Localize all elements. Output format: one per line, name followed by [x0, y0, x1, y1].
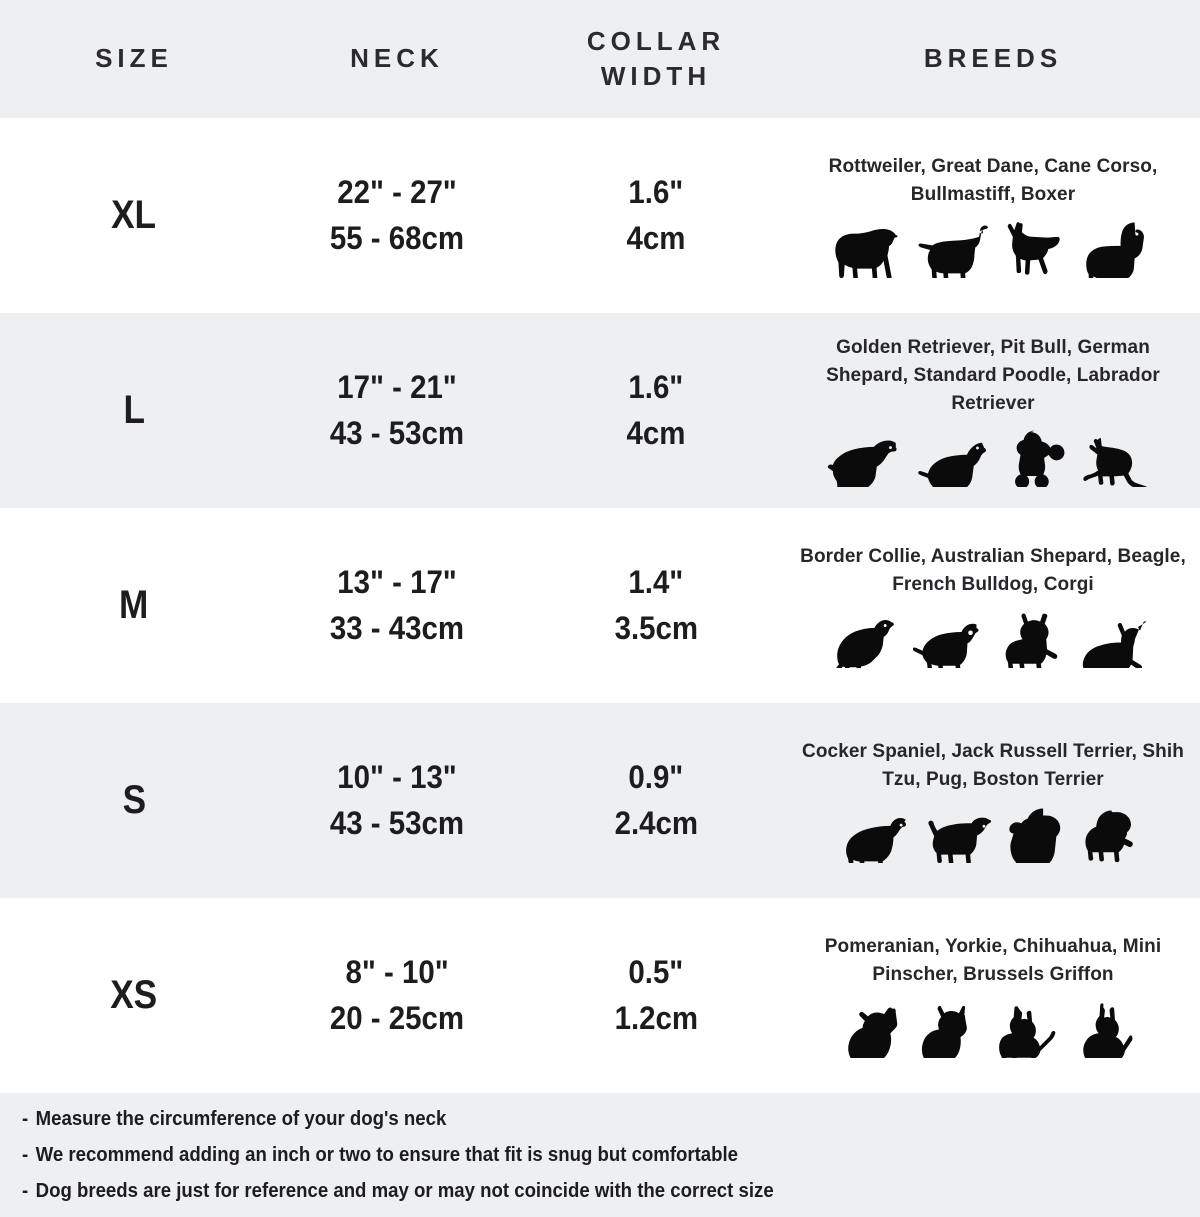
cell-breeds: Rottweiler, Great Dane, Cane Corso, Bull… [786, 118, 1200, 313]
breeds-list: Golden Retriever, Pit Bull, German Shepa… [826, 337, 1160, 414]
german-shepherd-icon [1082, 437, 1147, 487]
yorkie-icon [921, 1005, 967, 1058]
neck-inches: 17" - 21" [337, 369, 457, 406]
breed-silhouette-strip [845, 996, 1142, 1058]
cell-collar-width: 0.9" 2.4cm [526, 703, 786, 898]
neck-cm: 33 - 43cm [329, 609, 465, 646]
column-header-neck: NECK [350, 43, 444, 74]
note-item: - We recommend adding an inch or two to e… [22, 1145, 1118, 1165]
shih-tzu-icon [1008, 808, 1060, 863]
great-dane-icon [917, 225, 988, 278]
neck-cm: 43 - 53cm [329, 414, 465, 451]
neck-cm: 20 - 25cm [329, 999, 465, 1036]
breed-silhouette-strip [827, 425, 1160, 487]
note-text: Dog breeds are just for reference and ma… [35, 1180, 774, 1202]
chihuahua-icon [998, 1006, 1055, 1058]
rottweiler-icon [834, 228, 898, 278]
cell-neck: 22" - 27" 55 - 68cm [268, 118, 526, 313]
size-label: L [123, 388, 145, 432]
table-row: XL 22" - 27" 55 - 68cm 1.6" 4cm Rottweil… [0, 118, 1200, 313]
neck-inches: 22" - 27" [337, 174, 457, 211]
pug-icon [1084, 810, 1133, 863]
breeds-list: Border Collie, Australian Shepard, Beagl… [800, 546, 1186, 595]
cell-size: M [0, 508, 268, 703]
size-label: S [122, 778, 146, 822]
collar-inches: 1.4" [628, 564, 684, 601]
note-text: We recommend adding an inch or two to en… [35, 1144, 739, 1166]
breeds-list: Pomeranian, Yorkie, Chihuahua, Mini Pins… [824, 936, 1162, 985]
size-label: M [119, 583, 149, 627]
breeds-list: Cocker Spaniel, Jack Russell Terrier, Sh… [802, 741, 1184, 790]
cell-collar-width: 1.4" 3.5cm [526, 508, 786, 703]
cell-size: L [0, 313, 268, 508]
neck-cm: 43 - 53cm [329, 804, 465, 841]
border-collie-icon [835, 619, 894, 668]
golden-retriever-icon [827, 440, 897, 487]
labrador-icon [917, 442, 986, 487]
note-item: - Measure the circumference of your dog's… [22, 1109, 1118, 1129]
cell-collar-width: 0.5" 1.2cm [526, 898, 786, 1093]
pomeranian-icon [847, 1007, 897, 1058]
french-bulldog-icon [1005, 613, 1057, 668]
cane-corso-icon [1007, 222, 1060, 275]
collar-inches: 1.6" [628, 174, 684, 211]
bullmastiff-icon [1085, 222, 1144, 278]
jack-russell-icon [927, 817, 991, 863]
neck-inches: 13" - 17" [337, 564, 457, 601]
table-row: S 10" - 13" 43 - 53cm 0.9" 2.4cm Cocker … [0, 703, 1200, 898]
collar-cm: 4cm [626, 414, 686, 451]
cell-size: XL [0, 118, 268, 313]
cell-collar-width: 1.6" 4cm [526, 118, 786, 313]
breeds-list: Rottweiler, Great Dane, Cane Corso, Bull… [828, 156, 1158, 205]
cell-size: XS [0, 898, 268, 1093]
size-label: XS [110, 973, 158, 1017]
breed-silhouette-strip [830, 606, 1157, 668]
cell-breeds: Golden Retriever, Pit Bull, German Shepa… [786, 313, 1200, 508]
column-header-breeds: BREEDS [923, 43, 1063, 74]
mini-pinscher-icon [1082, 1003, 1132, 1058]
cocker-spaniel-icon [845, 817, 906, 863]
collar-inches: 0.5" [628, 954, 684, 991]
collar-cm: 2.4cm [614, 804, 698, 841]
cell-neck: 17" - 21" 43 - 53cm [268, 313, 526, 508]
breed-silhouette-strip [829, 216, 1158, 278]
collar-cm: 1.2cm [614, 999, 698, 1036]
cell-collar-width: 1.6" 4cm [526, 313, 786, 508]
cell-breeds: Cocker Spaniel, Jack Russell Terrier, Sh… [786, 703, 1200, 898]
cell-neck: 10" - 13" 43 - 53cm [268, 703, 526, 898]
table-row: L 17" - 21" 43 - 53cm 1.6" 4cm Golden Re… [0, 313, 1200, 508]
note-dash: - [22, 1144, 29, 1166]
note-item: - Dog breeds are just for reference and m… [22, 1181, 1118, 1201]
collar-cm: 4cm [626, 219, 686, 256]
collar-inches: 1.6" [628, 369, 684, 406]
cell-neck: 8" - 10" 20 - 25cm [268, 898, 526, 1093]
corgi-icon [1082, 621, 1146, 668]
column-header-size: SIZE [95, 43, 173, 74]
cell-breeds: Pomeranian, Yorkie, Chihuahua, Mini Pins… [786, 898, 1200, 1093]
footer-notes: - Measure the circumference of your dog's… [0, 1093, 1200, 1217]
cell-size: S [0, 703, 268, 898]
table-row: M 13" - 17" 33 - 43cm 1.4" 3.5cm Border … [0, 508, 1200, 703]
note-dash: - [22, 1180, 29, 1202]
neck-inches: 10" - 13" [337, 759, 457, 796]
collar-inches: 0.9" [628, 759, 684, 796]
note-dash: - [22, 1108, 29, 1130]
table-header-row: SIZE NECK COLLAR WIDTH BREEDS [0, 0, 1200, 118]
column-header-collar-width: COLLAR WIDTH [586, 25, 726, 91]
cell-breeds: Border Collie, Australian Shepard, Beagl… [786, 508, 1200, 703]
beagle-icon [912, 623, 978, 668]
poodle-icon [1014, 430, 1064, 487]
size-label: XL [111, 193, 157, 237]
cell-neck: 13" - 17" 33 - 43cm [268, 508, 526, 703]
breed-silhouette-strip [841, 801, 1146, 863]
collar-cm: 3.5cm [614, 609, 698, 646]
note-text: Measure the circumference of your dog's … [35, 1108, 447, 1130]
neck-inches: 8" - 10" [345, 954, 449, 991]
table-row: XS 8" - 10" 20 - 25cm 0.5" 1.2cm Pomeran… [0, 898, 1200, 1093]
neck-cm: 55 - 68cm [329, 219, 465, 256]
